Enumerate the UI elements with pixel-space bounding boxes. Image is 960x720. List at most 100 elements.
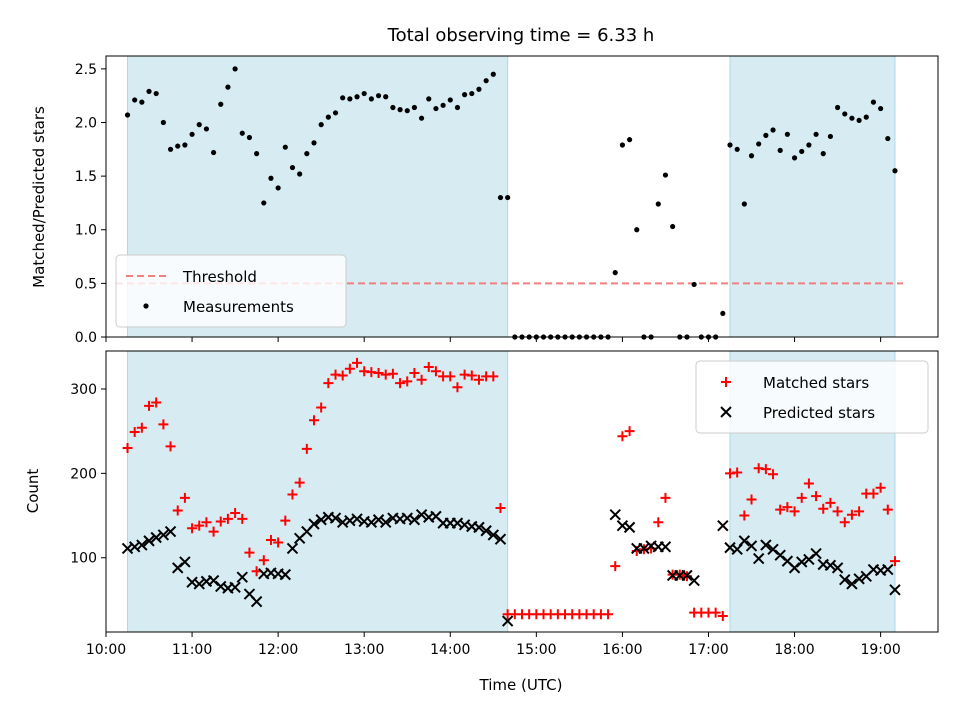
predicted-stars-point-8 [179, 556, 191, 568]
measurements-point-4 [153, 90, 159, 97]
matched-stars-point-11 [201, 517, 212, 528]
predicted-stars-point-82 [831, 562, 844, 574]
matched-stars-point-5 [158, 419, 169, 430]
matched-stars-point-40 [409, 367, 420, 378]
matched-stars-point-3 [144, 400, 155, 411]
count-axes-frame [105, 350, 939, 633]
matched-stars-point-23 [287, 489, 298, 500]
predicted-stars-point-27 [315, 514, 327, 526]
predicted-stars-point-61 [659, 541, 672, 553]
matched-stars-point-20 [265, 535, 276, 546]
matched-stars-point-89 [760, 464, 771, 475]
predicted-stars-point-15 [229, 581, 241, 593]
predicted-stars-point-23 [286, 542, 299, 555]
matched-stars-point-2 [136, 422, 147, 433]
ratio-y-tick-label-5: 2.5 [75, 62, 97, 78]
ratio-panel: 0.0 0.5 1.0 1.5 2.0 2.5 Matched/Predicted sta… [30, 55, 939, 346]
matched-stars-point-38 [395, 378, 406, 389]
measurements-point-104 [870, 99, 877, 105]
predicted-stars-point-72 [760, 539, 772, 551]
measurements-point-36 [383, 94, 389, 100]
measurements-point-6 [167, 146, 174, 152]
measurements-point-15 [232, 66, 238, 72]
legend-measurements-label: Measurements [183, 298, 294, 316]
predicted-stars-point-69 [738, 535, 751, 547]
matched-stars-point-107 [889, 556, 900, 567]
predicted-stars-point-77 [796, 556, 808, 568]
matched-stars-point-86 [739, 510, 750, 521]
measurements-point-42 [426, 96, 432, 102]
matched-stars-point-52 [495, 502, 506, 513]
predicted-stars-point-64 [681, 569, 693, 582]
predicted-stars-point-6 [164, 525, 177, 538]
matched-stars-point-83 [717, 610, 728, 621]
measurements-point-83 [720, 310, 726, 317]
measurements-point-41 [418, 115, 425, 121]
measurements-point-5 [160, 119, 166, 126]
matched-stars-point-41 [416, 374, 427, 385]
predicted-stars-point-83 [839, 573, 851, 586]
ratio-y-axis-label: Matched/Predicted stars [30, 106, 48, 288]
matched-stars-point-68 [610, 561, 621, 572]
matched-stars-point-95 [803, 478, 814, 489]
predicted-stars-point-89 [882, 563, 894, 576]
measurements-point-16 [239, 130, 245, 136]
predicted-stars-point-84 [846, 578, 858, 590]
matched-stars-point-15 [230, 508, 241, 519]
measurements-point-30 [340, 95, 346, 101]
predicted-stars-point-51 [487, 529, 500, 541]
matched-stars-point-31 [344, 363, 355, 374]
measurements-point-38 [397, 107, 403, 113]
measurements-point-25 [304, 150, 310, 157]
ratio-y-tick-label-2: 1.0 [75, 223, 97, 239]
measurements-point-99 [834, 104, 841, 111]
matched-stars-point-70 [624, 426, 635, 437]
count-y-tick-label-2: 300 [70, 382, 97, 398]
legend-matched-stars-label: Matched stars [763, 374, 869, 392]
measurements-point-97 [820, 150, 826, 157]
matched-stars-point-105 [875, 482, 886, 493]
measurements-point-20 [268, 175, 274, 181]
ratio-legend-box [115, 254, 347, 328]
matched-stars-point-49 [473, 374, 484, 385]
ratio-legend: Threshold Measurements [115, 254, 347, 328]
measurements-point-51 [490, 71, 496, 77]
x-tick-label-1: 11:00 [172, 642, 212, 658]
measurements-point-17 [246, 134, 253, 141]
matched-stars-point-22 [280, 515, 291, 526]
measurements-point-10 [196, 122, 202, 128]
count-legend: Matched stars Predicted stars [695, 360, 929, 434]
predicted-stars-point-55 [616, 519, 629, 532]
ratio-y-tick-label-0: 0.0 [75, 330, 97, 346]
predicted-stars-point-29 [329, 512, 342, 524]
count-y-tick-label-1: 200 [70, 466, 97, 482]
measurements-point-14 [225, 84, 231, 90]
predicted-stars-point-49 [473, 521, 485, 534]
matched-stars-point-30 [337, 370, 348, 381]
measurements-point-100 [842, 111, 848, 117]
matched-stars-point-102 [854, 506, 865, 517]
measurements-point-19 [261, 200, 267, 206]
ratio-y-tick-label-1: 0.5 [75, 276, 97, 292]
measurements-point-35 [375, 93, 382, 99]
measurements-point-39 [404, 108, 410, 114]
measurements-point-91 [777, 147, 783, 153]
matched-stars-point-69 [617, 431, 628, 442]
predicted-stars-point-53 [501, 615, 514, 627]
measurements-point-68 [612, 270, 618, 276]
legend-predicted-stars-swatch [720, 406, 732, 418]
measurements-point-52 [497, 194, 504, 201]
predicted-stars-point-2 [136, 539, 148, 551]
measurements-point-29 [332, 110, 339, 116]
measurements-point-84 [727, 142, 733, 148]
predicted-stars-point-52 [494, 533, 507, 545]
predicted-stars-point-85 [853, 573, 865, 585]
matched-stars-point-4 [151, 397, 162, 408]
ratio-shaded-interval-1 [729, 55, 896, 338]
matched-stars-point-43 [430, 366, 441, 377]
measurements-point-79 [691, 281, 697, 288]
measurements-point-31 [347, 96, 353, 102]
matched-stars-point-46 [452, 382, 463, 393]
measurements-point-86 [741, 201, 747, 207]
matched-stars-point-96 [811, 491, 822, 502]
